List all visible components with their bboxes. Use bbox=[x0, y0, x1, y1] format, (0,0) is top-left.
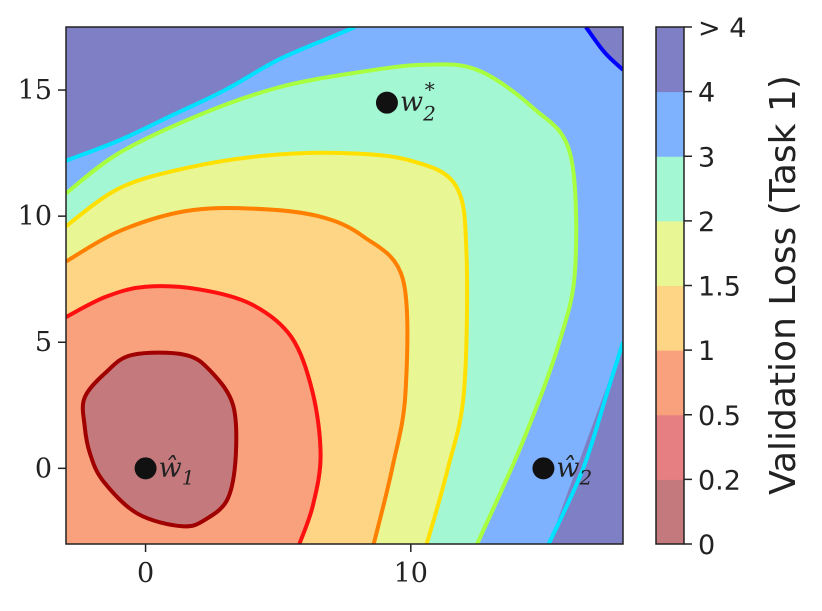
plot-frame bbox=[65, 26, 624, 545]
data-point bbox=[134, 457, 157, 480]
colorbar-tick-label: 1 bbox=[698, 336, 715, 367]
contour-line bbox=[80, 350, 239, 529]
x-tick-label: 10 bbox=[394, 558, 428, 589]
colorbar-segment bbox=[656, 27, 684, 93]
y-tick-label: 5 bbox=[35, 327, 52, 358]
contour-line bbox=[66, 27, 356, 163]
colorbar-tick-label: 0.5 bbox=[698, 401, 741, 432]
data-point bbox=[532, 457, 555, 480]
x-axis: 0 10 bbox=[137, 544, 428, 589]
contour-fills bbox=[66, 27, 623, 544]
y-axis: 0 5 10 15 bbox=[18, 75, 66, 484]
y-tick-label: 10 bbox=[18, 201, 52, 232]
contour-line bbox=[66, 62, 579, 544]
colorbar-tick-label: 1.5 bbox=[698, 272, 741, 303]
contour-line bbox=[66, 206, 410, 544]
x-tick-label: 0 bbox=[137, 558, 154, 589]
colorbar-segment bbox=[656, 156, 684, 222]
colorbar-label: Validation Loss (Task 1) bbox=[763, 75, 804, 495]
colorbar-segment bbox=[656, 91, 684, 157]
contour-line bbox=[66, 284, 323, 544]
colorbar-segment bbox=[656, 220, 684, 286]
colorbar-segment bbox=[656, 350, 684, 416]
colorbar-segment bbox=[656, 285, 684, 351]
band-0-0.2 bbox=[82, 352, 237, 527]
contour-line bbox=[584, 27, 623, 72]
colorbar-tick-label: 0 bbox=[698, 530, 715, 561]
colorbar: 0 0.2 0.5 1 1.5 2 3 4 > 4 bbox=[655, 13, 746, 561]
colorbar-tick-label: 0.2 bbox=[698, 465, 741, 496]
y-tick-label: 15 bbox=[18, 75, 52, 106]
colorbar-segment bbox=[656, 479, 684, 545]
colorbar-segment bbox=[656, 414, 684, 480]
colorbar-tick-label: > 4 bbox=[698, 13, 746, 44]
colorbar-tick-label: 2 bbox=[698, 207, 715, 238]
colorbar-tick-label: 3 bbox=[698, 142, 715, 173]
colorbar-tick-label: 4 bbox=[698, 78, 715, 109]
contour-lines bbox=[66, 27, 623, 544]
contour-line bbox=[66, 150, 470, 544]
contour-line bbox=[546, 341, 623, 544]
y-tick-label: 0 bbox=[35, 453, 52, 484]
data-point bbox=[375, 91, 398, 114]
